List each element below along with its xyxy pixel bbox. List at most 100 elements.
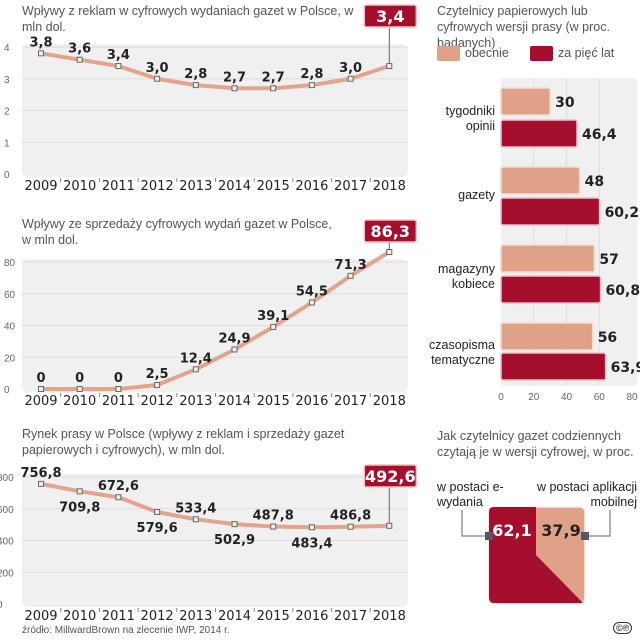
x-tick-label: 2014 [218, 394, 251, 409]
series-line [40, 51, 390, 91]
x-tick-label: 2010 [63, 394, 96, 409]
bar-category: tygodniki opinii [445, 104, 495, 133]
data-point [308, 524, 315, 531]
x-tick-label: 60 [594, 392, 606, 403]
x-tick-label: 2014 [218, 609, 251, 624]
connector-marker [485, 532, 493, 540]
bar-category: gazety [458, 188, 495, 202]
share-square-e-edition [489, 507, 583, 603]
data-label: 24,9 [218, 331, 250, 346]
y-tick-label: 0 [4, 170, 10, 181]
data-label: 486,8 [330, 509, 371, 524]
x-tick-label: 80 [626, 392, 638, 403]
data-point [76, 56, 83, 63]
data-point [231, 85, 238, 92]
legend-label-current: obecnie [465, 46, 509, 60]
x-tick-label: 2011 [102, 179, 135, 194]
data-label: 2,7 [223, 70, 246, 85]
bar-plot-panel [501, 78, 637, 386]
bar [500, 119, 578, 148]
data-label: 2,5 [146, 367, 169, 382]
data-point [270, 323, 277, 330]
x-tick-label: 2017 [334, 179, 367, 194]
source-note: źródło: MillwardBrown na zlecenie IWP, 2… [22, 625, 230, 636]
bar-value-label: 48 [585, 174, 604, 190]
x-tick-label: 2016 [295, 609, 328, 624]
highlight-box [363, 219, 418, 243]
x-tick-label: 2013 [179, 609, 212, 624]
x-tick-label: 2018 [373, 394, 406, 409]
highlight-box [363, 4, 418, 28]
data-label: 483,4 [291, 536, 332, 551]
data-label: 709,8 [59, 500, 100, 515]
x-tick-label: 20 [528, 392, 540, 403]
data-label: 502,9 [214, 533, 255, 548]
data-label: 3,8 [29, 35, 52, 50]
data-point [115, 494, 122, 501]
y-tick-label: 1 [4, 138, 10, 149]
x-tick-label: 2015 [257, 394, 290, 409]
y-tick-label: 200 [0, 568, 14, 579]
x-tick-label: 2015 [257, 179, 290, 194]
x-tick-label: 40 [561, 392, 573, 403]
data-point [192, 82, 199, 89]
bar-category: magazyny kobiece [438, 262, 495, 291]
data-point [386, 522, 393, 529]
highlight-box [363, 464, 418, 488]
data-label: 3,0 [146, 61, 169, 76]
y-tick-label: 4 [4, 43, 10, 54]
data-point [270, 85, 277, 92]
data-label: 0 [36, 371, 45, 386]
data-point [76, 386, 83, 392]
chart2-title: Wpływy ze sprzedaży cyfrowych wydań gaze… [22, 217, 332, 247]
data-label-highlight: 86,3 [371, 222, 410, 241]
chart1-title: Wpływy z reklam w cyfrowych wydaniach ga… [22, 4, 354, 34]
pie-value-label: 62,1 [492, 521, 531, 540]
data-label-highlight: 492,6 [365, 467, 416, 486]
data-point [38, 480, 44, 487]
data-label: 2,8 [184, 67, 207, 82]
bar-value-label: 56 [598, 330, 617, 346]
pie-chart-title: Jak czytelnicy gazet codziennych czytają… [437, 429, 634, 459]
data-label: 54,5 [296, 284, 328, 299]
data-label: 3,0 [339, 61, 362, 76]
data-point [38, 50, 44, 57]
x-tick-label: 2017 [334, 394, 367, 409]
x-tick-label: 2014 [218, 179, 251, 194]
x-tick-label: 2018 [373, 179, 406, 194]
y-tick-label: 60 [4, 290, 16, 301]
data-point [76, 488, 83, 495]
data-label-highlight: 3,4 [376, 7, 404, 26]
data-point [154, 508, 161, 515]
bar [500, 352, 607, 381]
data-label: 579,6 [137, 521, 178, 536]
y-tick-label: 0 [0, 600, 3, 611]
x-tick-label: 2010 [63, 179, 96, 194]
x-tick-label: 2012 [141, 394, 174, 409]
data-point [270, 523, 277, 530]
x-tick-label: 2010 [63, 609, 96, 624]
data-point [347, 272, 354, 279]
data-point [386, 63, 393, 70]
bar [500, 244, 596, 273]
pie-label-mobile-app: w postaci aplikacji mobilnej [536, 480, 637, 509]
data-point [192, 516, 199, 523]
cp-logo: ©℗ [613, 622, 633, 634]
x-tick-label: 2016 [295, 394, 328, 409]
connector-marker [581, 532, 589, 540]
bar-value-label: 30 [555, 95, 575, 111]
x-tick-label: 2009 [24, 179, 57, 194]
data-label: 3,4 [107, 48, 130, 63]
bar [500, 275, 602, 304]
bar-value-label: 57 [599, 252, 618, 268]
bar-value-label: 60,8 [606, 283, 640, 299]
data-point [308, 299, 315, 306]
y-tick-label: 400 [0, 537, 14, 548]
bar-value-label: 63,9 [611, 360, 640, 376]
connector-line [585, 510, 611, 537]
y-tick-label: 80 [4, 258, 16, 269]
connector-line [461, 510, 489, 537]
data-point [38, 386, 44, 392]
x-tick-label: 2009 [24, 609, 57, 624]
